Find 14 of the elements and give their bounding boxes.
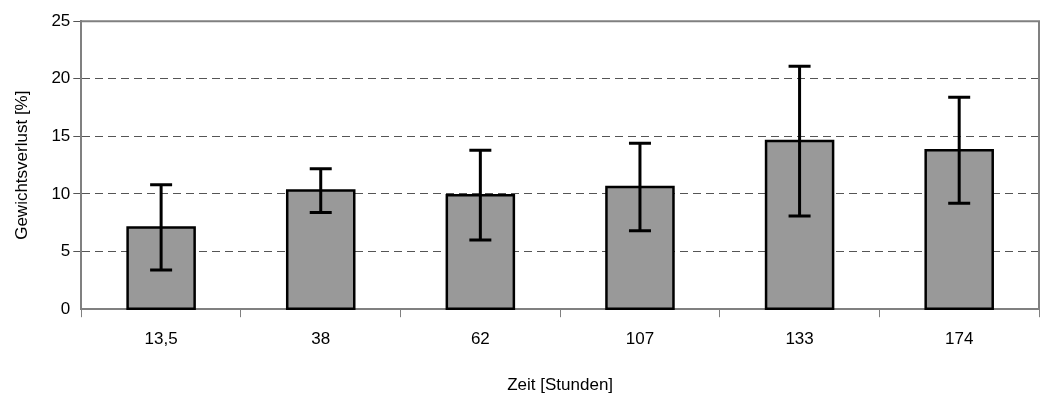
x-axis-title: Zeit [Stunden]: [507, 375, 614, 395]
y-tick-label: 15: [51, 126, 71, 146]
y-tick-label: 25: [51, 10, 71, 30]
x-tick-label: 174: [945, 329, 974, 349]
y-tick-label: 20: [51, 68, 71, 88]
x-tick-label: 133: [785, 329, 814, 349]
y-tick-label: 0: [60, 298, 71, 318]
x-tick-label: 107: [625, 329, 655, 349]
x-tick-label: 62: [470, 329, 490, 349]
y-tick-label: 5: [60, 241, 71, 261]
x-tick-label: 13,5: [144, 329, 178, 349]
y-tick-label: 10: [51, 183, 71, 203]
x-tick-label: 38: [311, 329, 331, 349]
y-axis-title: Gewichtsverlust [%]: [11, 90, 31, 240]
